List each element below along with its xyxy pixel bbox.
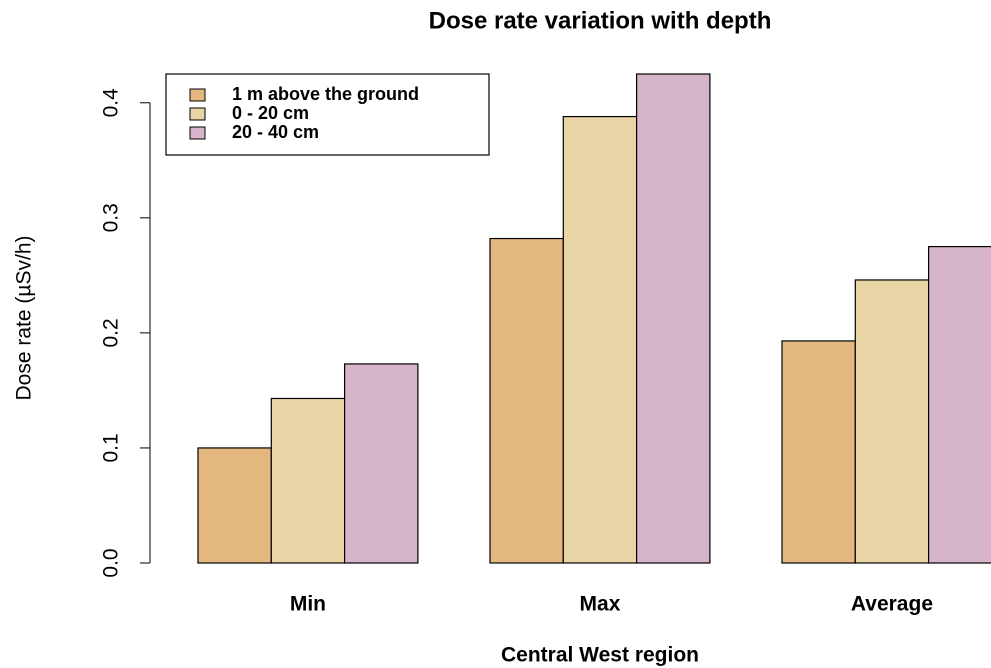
x-tick-label: Average bbox=[851, 593, 933, 616]
bar bbox=[781, 340, 856, 564]
bar bbox=[344, 363, 419, 564]
y-tick-label: 0.4 bbox=[100, 88, 123, 118]
y-axis-label: Dose rate (µSv/h) bbox=[13, 236, 36, 401]
legend-swatch bbox=[189, 88, 206, 102]
x-tick-label: Min bbox=[290, 593, 326, 616]
bar bbox=[562, 115, 638, 564]
y-tick-label: 0.2 bbox=[100, 318, 123, 347]
legend-label: 0 - 20 cm bbox=[232, 103, 309, 123]
bar bbox=[197, 447, 272, 564]
y-tick-label: 0.3 bbox=[100, 203, 123, 232]
chart-title: Dose rate variation with depth bbox=[429, 7, 772, 34]
legend-swatch bbox=[189, 107, 206, 121]
bar bbox=[489, 237, 564, 564]
y-tick-label: 0.0 bbox=[100, 548, 123, 577]
bar bbox=[854, 279, 930, 564]
bar bbox=[635, 73, 711, 564]
x-tick-label: Max bbox=[580, 593, 621, 616]
x-axis-label: Central West region bbox=[501, 644, 699, 667]
legend-box bbox=[165, 73, 490, 156]
legend-label: 20 - 40 cm bbox=[232, 122, 319, 142]
bar bbox=[270, 397, 346, 564]
legend-label: 1 m above the ground bbox=[232, 84, 419, 104]
bar bbox=[927, 245, 991, 564]
y-tick-label: 0.1 bbox=[100, 433, 123, 462]
legend-swatch bbox=[189, 126, 206, 140]
